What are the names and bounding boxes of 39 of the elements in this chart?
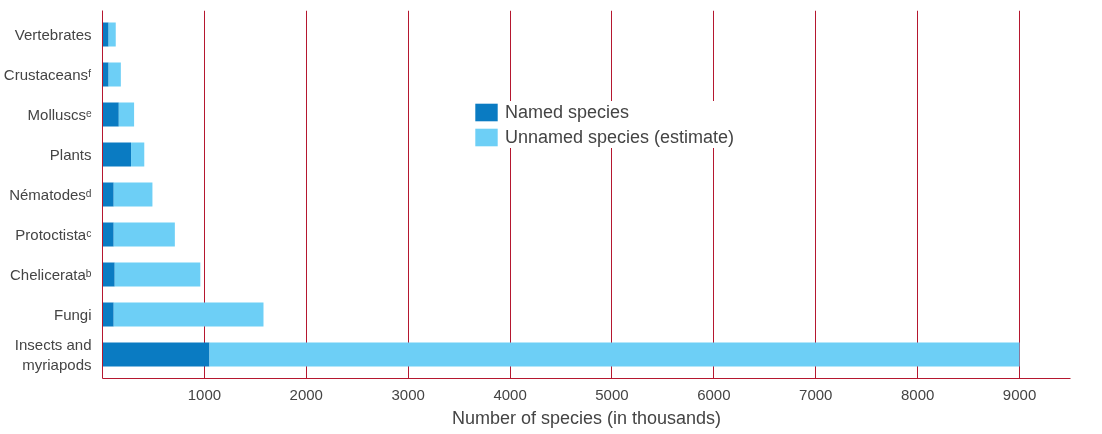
y-tick-label: Plants bbox=[49, 146, 92, 163]
x-tick-label: 3000 bbox=[391, 385, 425, 403]
bar bbox=[102, 142, 132, 167]
y-tick-label: Insects and myriapods bbox=[14, 335, 92, 374]
bar bbox=[102, 342, 210, 367]
x-tick-label: 5000 bbox=[595, 385, 629, 403]
bar bbox=[102, 222, 114, 247]
bar bbox=[102, 62, 109, 87]
bar bbox=[113, 302, 264, 327]
bar bbox=[118, 102, 135, 127]
x-tick-label: 9000 bbox=[1002, 385, 1037, 403]
bar bbox=[102, 302, 114, 327]
bar bbox=[209, 342, 1020, 367]
bar bbox=[108, 22, 116, 47]
x-tick-label: 6000 bbox=[697, 385, 731, 403]
x-tick-label: 8000 bbox=[900, 385, 935, 403]
bar bbox=[131, 142, 145, 167]
bar bbox=[113, 182, 153, 207]
x-tick-label: 1000 bbox=[187, 385, 222, 403]
y-tick-label: Vertebrates bbox=[14, 26, 92, 43]
y-tick-label: Molluscsᵉ bbox=[27, 106, 92, 123]
bar bbox=[108, 62, 121, 87]
y-tick-label: Fungi bbox=[53, 306, 92, 323]
legend-label: Unnamed species (estimate) bbox=[505, 126, 735, 148]
y-tick-label: Crustaceansᶠ bbox=[3, 66, 93, 83]
y-tick-label: Nématodesᵈ bbox=[9, 186, 92, 203]
bar bbox=[102, 102, 119, 127]
y-tick-label: Chelicerataᵇ bbox=[9, 266, 92, 283]
bar bbox=[113, 222, 175, 247]
bar bbox=[102, 182, 114, 207]
legend-label: Named species bbox=[505, 101, 630, 123]
bar bbox=[114, 262, 201, 287]
x-tick-label: 4000 bbox=[493, 385, 527, 403]
x-tick-label: 7000 bbox=[799, 385, 833, 403]
y-tick-label: Protoctistaᶜ bbox=[15, 226, 92, 243]
x-tick-label: 2000 bbox=[289, 385, 323, 403]
x-axis-title: Number of species (in thousands) bbox=[451, 407, 722, 428]
bar bbox=[102, 262, 115, 287]
bar bbox=[102, 22, 109, 47]
